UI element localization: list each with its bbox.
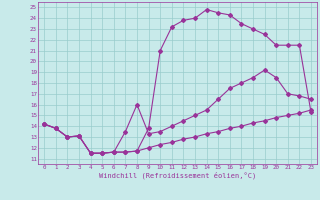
X-axis label: Windchill (Refroidissement éolien,°C): Windchill (Refroidissement éolien,°C): [99, 172, 256, 179]
